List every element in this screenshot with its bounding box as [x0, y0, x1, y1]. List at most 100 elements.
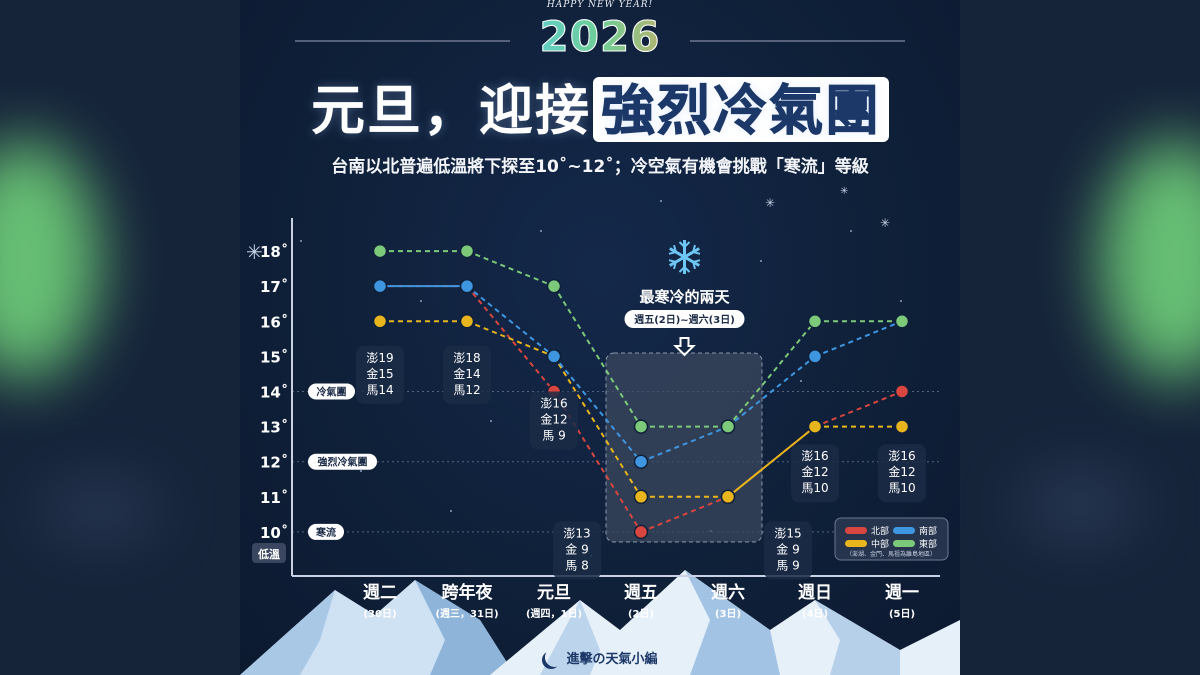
island-temp-line: 澎16 — [801, 449, 828, 463]
x-tick-label: 週二 — [363, 583, 397, 603]
data-point-central — [459, 314, 475, 329]
y-tick-label: 15˚ — [260, 348, 288, 366]
island-temp-line: 馬10 — [801, 481, 828, 495]
island-temp-line: 金 9 — [776, 541, 799, 556]
snowflake-icon — [668, 240, 701, 274]
star-decoration-icon: ✳ — [765, 196, 776, 210]
island-temp-line: 金 9 — [565, 541, 588, 556]
star-decoration-icon: ✳ — [840, 186, 849, 197]
happy-new-year-text: HAPPY NEW YEAR! — [546, 0, 654, 10]
legend-item-south: 南部 — [893, 525, 937, 537]
legend-label: 南部 — [919, 525, 937, 537]
star-decoration-icon: ✳ — [880, 216, 891, 230]
data-point-east — [633, 419, 649, 434]
island-temp-line: 澎16 — [888, 449, 915, 463]
data-point-east — [894, 314, 910, 329]
data-point-east — [807, 314, 823, 329]
subtitle: 台南以北普遍低溫將下探至10˚~12˚；冷空氣有機會挑戰「寒流」等級 — [331, 157, 869, 177]
series-line-east — [553, 285, 642, 428]
data-point-central — [807, 419, 823, 434]
series-line-south — [466, 285, 555, 358]
y-tick-label: 16˚ — [260, 313, 288, 331]
reference-line-label: 寒流 — [315, 526, 336, 539]
legend-note: （澎湖、金門、馬祖為離島地區） — [846, 550, 936, 558]
highlight-subtitle: 週五(2日)~週六(3日) — [634, 313, 735, 326]
x-tick-date: (3日) — [715, 608, 741, 620]
series-line-central — [727, 425, 816, 498]
y-tick-label: 14˚ — [260, 383, 288, 401]
island-temp-line: 澎15 — [774, 526, 801, 540]
island-temp-line: 金12 — [540, 412, 567, 427]
y-tick-label: 12˚ — [260, 454, 288, 472]
series-line-north — [814, 390, 903, 428]
series-line-central — [553, 355, 642, 498]
island-temp-line: 金14 — [453, 366, 480, 381]
mountain-background — [240, 570, 960, 675]
series-line-south — [814, 320, 903, 358]
reference-line-chip: 強烈冷氣團 — [308, 453, 377, 470]
x-tick-date: (30日) — [363, 608, 396, 620]
data-point-east — [546, 278, 562, 294]
moon-logo-icon — [542, 650, 561, 669]
reference-line-label: 強烈冷氣團 — [318, 456, 368, 469]
blurred-dark-blob — [40, 480, 160, 540]
data-point-north — [633, 524, 649, 540]
footer-brand: 進擊の天氣小編 — [240, 648, 960, 669]
reference-line-chip: 冷氣團 — [308, 383, 355, 400]
arrow-down-icon — [673, 337, 696, 357]
title-part1: 元旦，迎接 — [311, 79, 591, 142]
data-point-north — [894, 384, 910, 399]
year-logo: 2026 — [240, 12, 960, 62]
island-temp-line: 馬10 — [888, 481, 915, 495]
reference-line-label: 冷氣團 — [317, 385, 347, 398]
x-tick-label: 跨年夜 — [442, 582, 494, 603]
data-point-central — [372, 314, 388, 329]
island-temp-line: 馬14 — [366, 383, 393, 397]
data-point-central — [633, 489, 649, 505]
island-temp-line: 澎13 — [563, 526, 590, 540]
data-point-south — [546, 349, 562, 364]
data-point-east — [372, 243, 388, 259]
series-line-south — [640, 425, 729, 463]
legend-label: 東部 — [919, 538, 937, 550]
x-tick-date: (5日) — [889, 608, 915, 620]
infographic-card: ✳ ✳ ✳ ✳ HAPPY NEW YEAR! 2026 元旦，迎接 強烈冷氣團 … — [240, 0, 960, 675]
data-point-south — [459, 278, 475, 294]
data-point-south — [372, 278, 388, 294]
x-tick-date: (週三，31日) — [435, 608, 498, 620]
left-blurred-panel — [0, 0, 240, 675]
x-tick-date: (週四，1日) — [526, 608, 582, 620]
star-decoration-icon: ✳ — [246, 240, 263, 264]
series-line-south — [553, 355, 642, 463]
highlight-subtitle-chip: 週五(2日)~週六(3日) — [624, 310, 745, 328]
right-blurred-panel — [960, 0, 1200, 675]
y-tick-label: 11˚ — [260, 489, 288, 507]
island-temp-line: 金12 — [888, 464, 915, 479]
footer-brand-name: 進擊の天氣小編 — [566, 652, 658, 667]
x-tick-label: 週一 — [885, 583, 919, 603]
page-title: 元旦，迎接 強烈冷氣團 — [240, 68, 960, 154]
data-point-central — [894, 419, 910, 434]
legend-item-east: 東部 — [893, 538, 937, 550]
series-line-north — [466, 285, 555, 393]
y-tick-label: 10˚ — [260, 524, 288, 542]
y-tick-label: 18˚ — [260, 243, 288, 261]
island-temp-line: 馬 9 — [776, 558, 799, 572]
series-line-central — [466, 320, 555, 358]
x-tick-label: 元旦 — [537, 583, 571, 603]
data-point-east — [459, 243, 475, 259]
legend-item-central: 中部 — [845, 538, 889, 550]
y-axis-label-chip: 低溫 — [252, 543, 286, 563]
legend-swatch — [845, 540, 867, 547]
x-tick-label: 週日 — [798, 583, 832, 603]
island-temp-line: 馬 9 — [542, 429, 565, 443]
series-line-east — [466, 250, 555, 288]
